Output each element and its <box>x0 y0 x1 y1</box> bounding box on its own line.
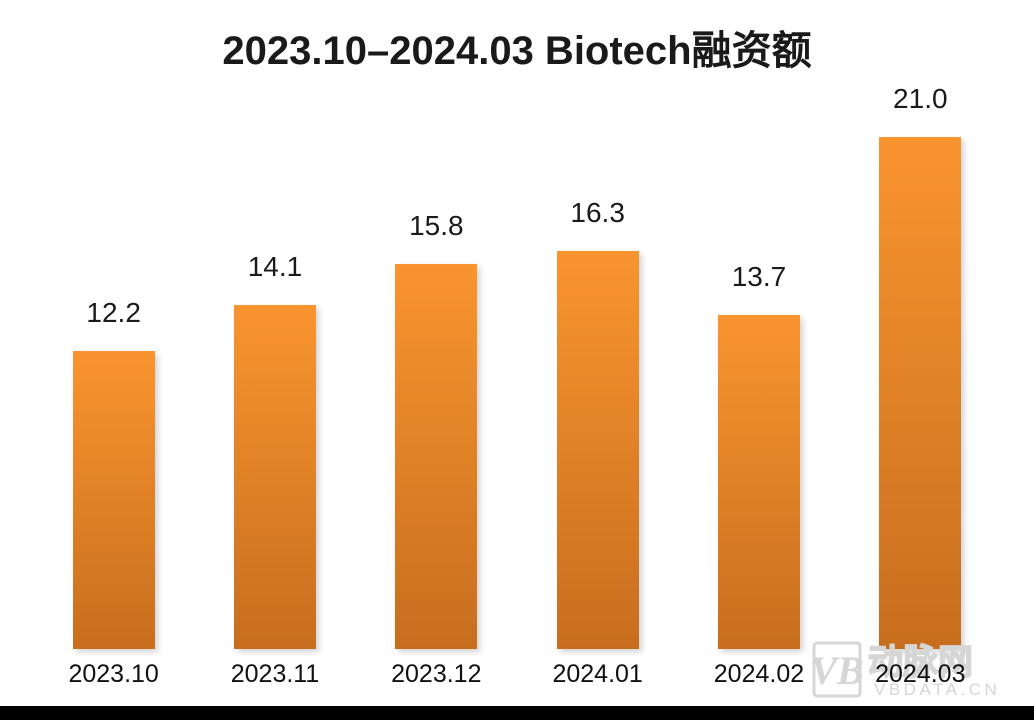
bar-2023-11 <box>233 305 316 649</box>
bar-2024-01 <box>556 251 639 649</box>
x-axis: 2023.10 2023.11 2023.12 2024.01 2024.02 … <box>33 655 1001 693</box>
chart-title: 2023.10–2024.03 Biotech融资额 <box>222 29 812 73</box>
vbdata-watermark-graphic: VB 动脉网 VBDATA.CN <box>810 641 1000 699</box>
bar-value-label: 16.3 <box>570 197 625 229</box>
bar-value-label: 21.0 <box>893 82 948 114</box>
vb-logo-icon: VB <box>810 641 864 698</box>
bar-column-2024-02: 13.7 <box>678 80 839 649</box>
bar-value-label: 13.7 <box>731 260 787 292</box>
x-axis-label-2024-01: 2024.01 <box>552 660 643 688</box>
bar-value-label: 15.8 <box>409 209 464 241</box>
bar-value-label: 14.1 <box>247 251 303 282</box>
bar-2023-10 <box>72 351 155 649</box>
x-axis-label-2023-12: 2023.12 <box>391 660 482 688</box>
x-axis-label-2024-03: 2024.03 <box>875 660 966 688</box>
bar-2023-12 <box>395 263 478 649</box>
vb-logo-text: VB <box>812 648 864 693</box>
x-axis-label-2024-02: 2024.02 <box>713 660 805 688</box>
bar-column-2023-11: 14.1 <box>194 80 355 649</box>
bar-column-2023-10: 12.2 <box>33 80 194 649</box>
bar-column-2024-03: 21.0 <box>840 80 1001 649</box>
bar-column-2023-12: 15.8 <box>356 80 517 649</box>
watermark: VB 动脉网 VBDATA.CN <box>810 640 1030 705</box>
x-axis-label-2023-11: 2023.11 <box>230 660 320 688</box>
bar-value-label: 12.2 <box>86 297 141 329</box>
plot-area: 12.2 14.1 15.8 16.3 13.7 21.0 <box>33 80 1001 649</box>
watermark-site: VBDATA.CN <box>874 680 1000 699</box>
x-axis-label-2023-10: 2023.10 <box>68 660 159 688</box>
bar-2024-03 <box>879 136 962 649</box>
bar-2024-02 <box>717 314 800 649</box>
bar-column-2024-01: 16.3 <box>517 80 678 649</box>
watermark-name: 动脉网 <box>868 643 973 683</box>
bottom-black-bar <box>0 706 1034 720</box>
